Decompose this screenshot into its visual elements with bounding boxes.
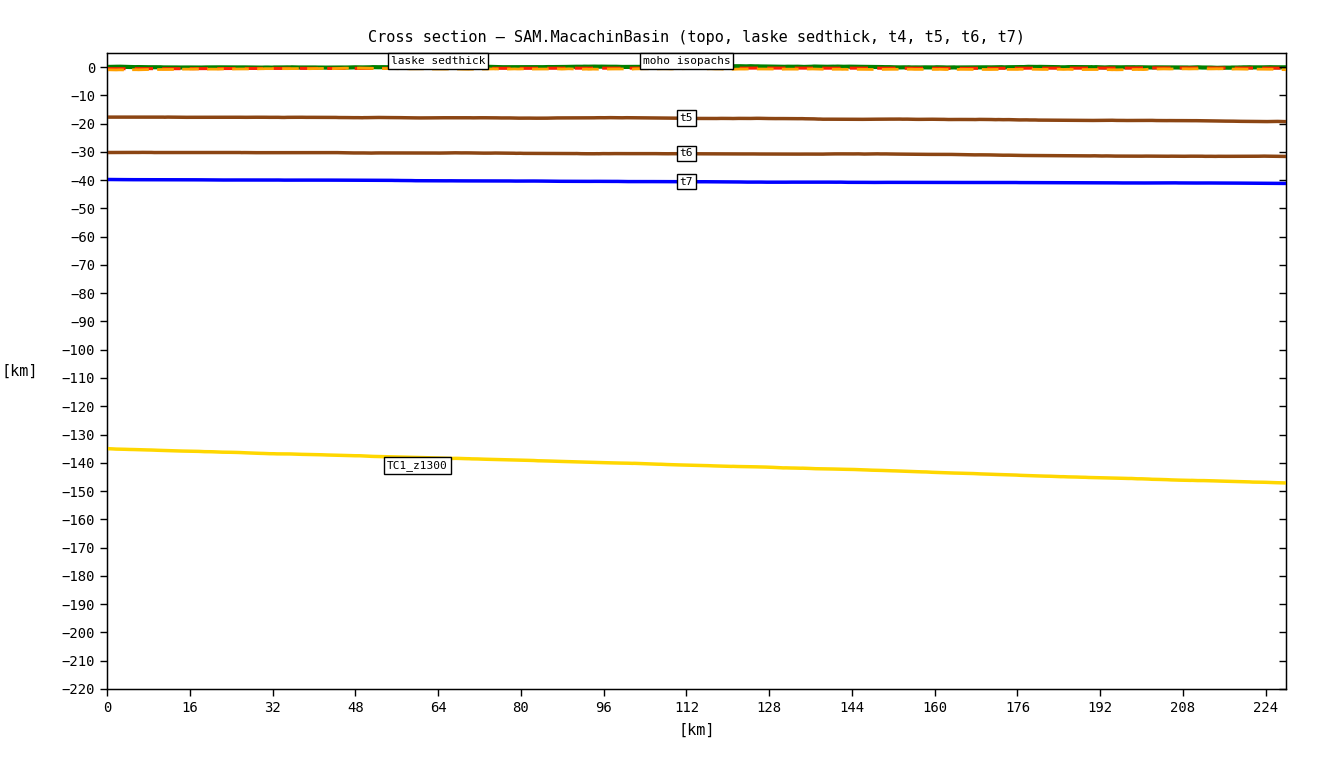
Text: moho isopachs: moho isopachs <box>643 56 730 66</box>
Text: t6: t6 <box>679 148 693 158</box>
Text: t5: t5 <box>679 113 693 123</box>
Text: TC1_z1300: TC1_z1300 <box>387 460 448 471</box>
Text: laske sedthick: laske sedthick <box>391 56 485 66</box>
Title: Cross section – SAM.MacachinBasin (topo, laske sedthick, t4, t5, t6, t7): Cross section – SAM.MacachinBasin (topo,… <box>369 30 1025 45</box>
X-axis label: [km]: [km] <box>678 723 716 738</box>
Y-axis label: [km]: [km] <box>1 363 39 378</box>
Text: t7: t7 <box>679 176 693 186</box>
